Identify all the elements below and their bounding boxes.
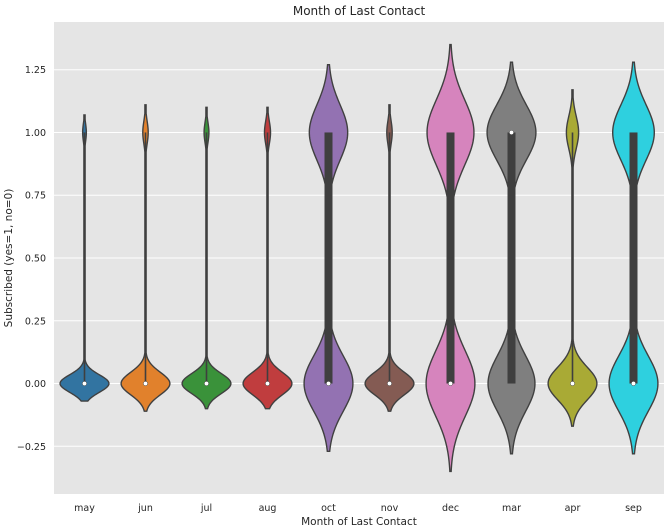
chart-title: Month of Last Contact: [293, 4, 426, 18]
x-tick-label: oct: [321, 503, 336, 514]
x-tick-label: mar: [502, 503, 521, 514]
y-tick-label: 0.25: [25, 316, 46, 327]
y-axis-ticks: −0.25 0.00 0.25 0.50 0.75 1.00 1.25: [17, 65, 46, 453]
violin-may: [59, 114, 110, 402]
x-tick-label: may: [74, 503, 95, 514]
violin-median-dot: [143, 381, 148, 386]
y-tick-label: 0.00: [25, 379, 46, 390]
y-tick-label: −0.25: [17, 442, 46, 453]
y-tick-label: 1.25: [25, 65, 46, 76]
violin-mar: [486, 61, 537, 455]
violin-median-dot: [509, 130, 514, 135]
violin-iqr-box: [446, 132, 455, 384]
x-tick-label: apr: [565, 503, 581, 514]
x-tick-label: jul: [200, 503, 212, 514]
violin-median-dot: [82, 381, 87, 386]
violin-median-dot: [448, 381, 453, 386]
violin-sep: [608, 61, 659, 455]
x-axis-ticks: may jun jul aug oct nov dec mar apr sep: [74, 503, 642, 514]
y-tick-label: 1.00: [25, 128, 46, 139]
y-axis-label: Subscribed (yes=1, no=0): [3, 189, 15, 328]
violin-nov: [364, 104, 415, 412]
violin-median-dot: [631, 381, 636, 386]
y-tick-label: 0.50: [25, 254, 46, 265]
violin-aug: [242, 106, 293, 410]
violin-jun: [120, 104, 171, 412]
violin-median-dot: [265, 381, 270, 386]
y-tick-label: 0.75: [25, 191, 46, 202]
violins: [59, 43, 659, 473]
x-tick-label: dec: [442, 503, 459, 514]
x-tick-label: sep: [625, 503, 642, 514]
violin-oct: [303, 63, 354, 453]
x-tick-label: nov: [381, 503, 399, 514]
violin-median-dot: [326, 381, 331, 386]
violin-median-dot: [570, 381, 575, 386]
x-tick-label: jun: [137, 503, 153, 514]
violin-dec: [425, 43, 476, 473]
x-axis-label: Month of Last Contact: [301, 516, 417, 528]
violin-iqr-box: [507, 132, 516, 384]
x-tick-label: aug: [259, 503, 277, 514]
violin-apr: [547, 89, 598, 427]
violin-jul: [181, 106, 232, 410]
violin-iqr-box: [629, 132, 638, 384]
violin-median-dot: [204, 381, 209, 386]
violin-median-dot: [387, 381, 392, 386]
violin-iqr-box: [324, 132, 333, 384]
